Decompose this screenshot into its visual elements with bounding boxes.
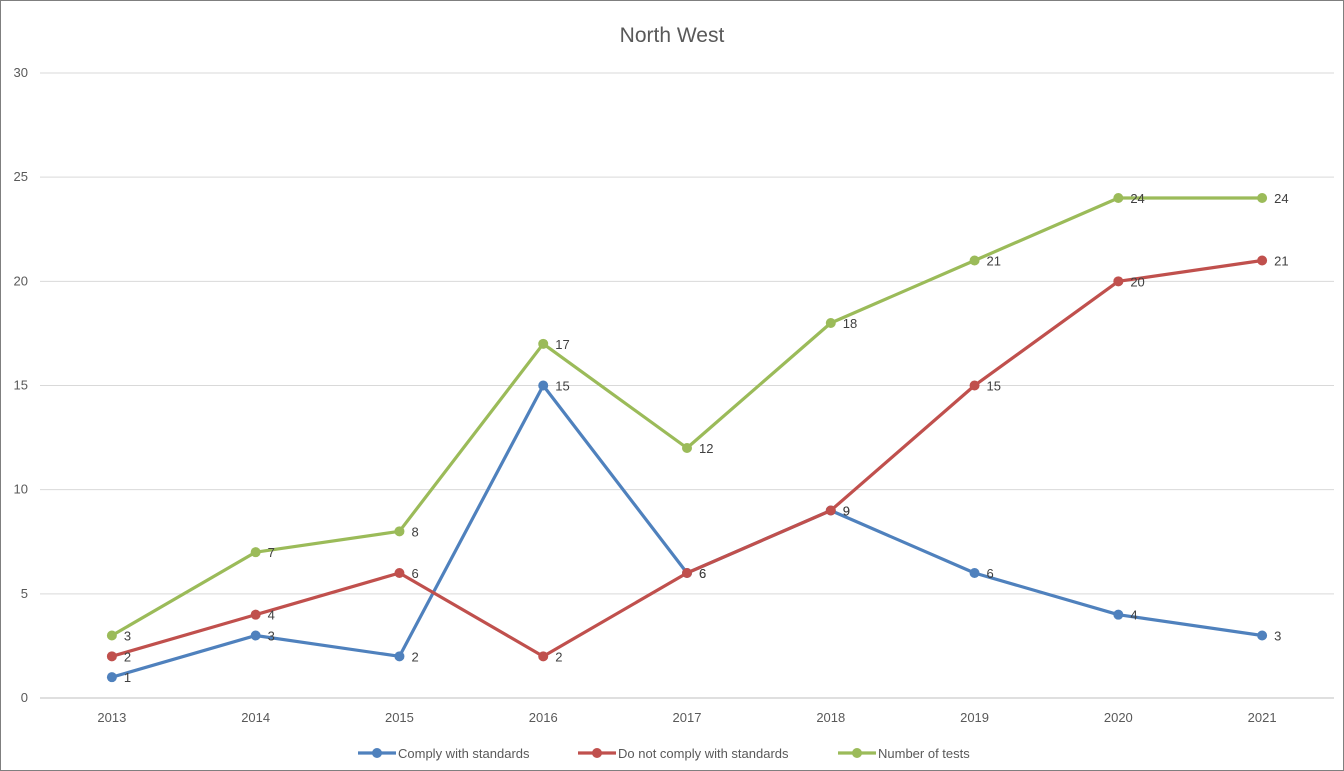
data-point <box>682 443 692 453</box>
data-point <box>682 568 692 578</box>
data-point <box>538 651 549 662</box>
data-label: 17 <box>555 337 569 352</box>
data-point <box>969 380 980 391</box>
data-label: 12 <box>699 441 713 456</box>
x-tick-label: 2018 <box>816 710 845 725</box>
x-tick-label: 2021 <box>1248 710 1277 725</box>
data-label: 3 <box>268 629 275 644</box>
data-point <box>1257 255 1268 266</box>
data-point <box>1257 630 1268 641</box>
legend-marker <box>852 748 862 758</box>
data-label: 21 <box>1274 254 1288 269</box>
y-tick-label: 15 <box>14 378 28 393</box>
data-label: 4 <box>268 608 275 623</box>
legend-label: Number of tests <box>878 746 970 761</box>
data-label: 21 <box>987 254 1001 269</box>
x-tick-label: 2014 <box>241 710 270 725</box>
data-point <box>969 568 980 578</box>
data-label: 7 <box>268 545 275 560</box>
y-tick-label: 0 <box>21 690 28 705</box>
data-label: 2 <box>555 649 562 664</box>
data-point <box>106 630 117 641</box>
series-line <box>110 383 1264 679</box>
x-tick-label: 2020 <box>1104 710 1133 725</box>
data-label: 9 <box>843 504 850 519</box>
data-point <box>394 651 405 662</box>
legend-marker <box>372 748 382 758</box>
data-label: 2 <box>124 649 131 664</box>
x-tick-label: 2019 <box>960 710 989 725</box>
data-point <box>825 505 836 516</box>
y-tick-label: 10 <box>14 482 28 497</box>
data-label: 6 <box>411 566 418 581</box>
data-point <box>250 630 261 641</box>
data-label: 1 <box>124 670 131 685</box>
data-label: 18 <box>843 316 857 331</box>
data-label: 2 <box>411 649 418 664</box>
data-label: 20 <box>1130 274 1144 289</box>
data-label: 15 <box>987 379 1001 394</box>
data-label: 6 <box>699 566 706 581</box>
data-point <box>1113 276 1124 287</box>
data-label: 3 <box>124 629 131 644</box>
data-label: 6 <box>699 566 706 581</box>
y-tick-label: 20 <box>14 273 28 288</box>
data-label: 24 <box>1274 191 1288 206</box>
data-point <box>969 255 980 266</box>
data-label: 8 <box>411 524 418 539</box>
data-label: 15 <box>555 379 569 394</box>
y-tick-label: 30 <box>14 65 28 80</box>
x-tick-label: 2016 <box>529 710 558 725</box>
data-point <box>825 318 836 328</box>
data-point <box>538 338 549 349</box>
chart-title: North West <box>619 24 725 47</box>
data-label: 9 <box>843 504 850 519</box>
y-tick-label: 5 <box>21 586 28 601</box>
data-label: 3 <box>1274 629 1281 644</box>
data-point <box>394 526 405 537</box>
data-point <box>538 380 549 391</box>
y-tick-label: 25 <box>14 169 28 184</box>
data-point <box>250 609 261 620</box>
x-tick-label: 2015 <box>385 710 414 725</box>
data-label: 24 <box>1130 191 1144 206</box>
x-tick-label: 2017 <box>673 710 702 725</box>
data-point <box>250 547 261 558</box>
data-point <box>106 672 117 683</box>
legend-label: Do not comply with standards <box>618 746 789 761</box>
data-point <box>1257 193 1268 203</box>
data-point <box>1113 609 1124 620</box>
data-point <box>394 568 405 578</box>
data-point <box>106 651 117 662</box>
data-point <box>1113 193 1124 203</box>
series-line <box>110 258 1264 658</box>
data-label: 6 <box>987 566 994 581</box>
legend-marker <box>592 748 602 758</box>
data-label: 4 <box>1130 608 1137 623</box>
x-tick-label: 2013 <box>97 710 126 725</box>
legend-label: Comply with standards <box>398 746 530 761</box>
